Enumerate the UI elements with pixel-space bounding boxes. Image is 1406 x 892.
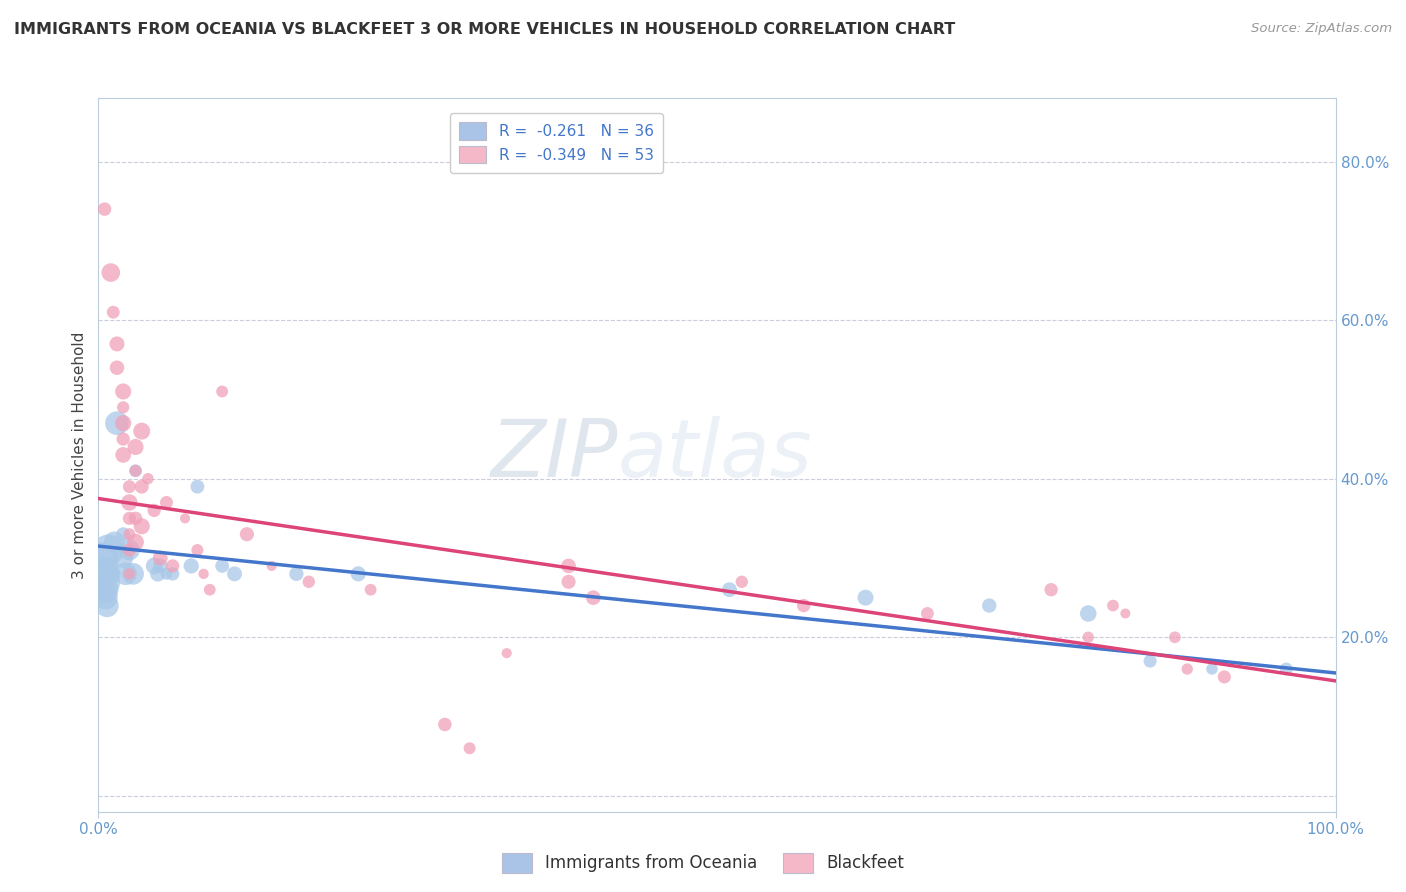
Y-axis label: 3 or more Vehicles in Household: 3 or more Vehicles in Household bbox=[72, 331, 87, 579]
Point bbox=[105, 360, 128, 375]
Text: IMMIGRANTS FROM OCEANIA VS BLACKFEET 3 OR MORE VEHICLES IN HOUSEHOLD CORRELATION: IMMIGRANTS FROM OCEANIA VS BLACKFEET 3 O… bbox=[14, 22, 955, 37]
Point bbox=[93, 574, 115, 589]
Point bbox=[118, 543, 141, 558]
Point bbox=[1164, 630, 1187, 644]
Point bbox=[1213, 670, 1236, 684]
Point bbox=[146, 566, 169, 581]
Point bbox=[1077, 630, 1099, 644]
Point bbox=[174, 511, 197, 525]
Point bbox=[122, 566, 145, 581]
Point bbox=[100, 266, 122, 280]
Point bbox=[93, 582, 115, 597]
Point bbox=[124, 464, 146, 478]
Point bbox=[112, 551, 135, 566]
Point bbox=[103, 566, 125, 581]
Point bbox=[1175, 662, 1198, 676]
Point bbox=[224, 566, 246, 581]
Point bbox=[149, 558, 172, 573]
Point bbox=[93, 202, 115, 216]
Legend: Immigrants from Oceania, Blackfeet: Immigrants from Oceania, Blackfeet bbox=[495, 847, 911, 880]
Point bbox=[162, 558, 184, 573]
Point bbox=[124, 511, 146, 525]
Point bbox=[1139, 654, 1161, 668]
Point bbox=[114, 566, 136, 581]
Point bbox=[211, 558, 233, 573]
Point bbox=[236, 527, 259, 541]
Point bbox=[1102, 599, 1125, 613]
Point bbox=[495, 646, 517, 660]
Point bbox=[118, 511, 141, 525]
Point bbox=[91, 551, 114, 566]
Point bbox=[260, 558, 283, 573]
Point bbox=[112, 401, 135, 415]
Point bbox=[193, 566, 215, 581]
Point bbox=[105, 416, 128, 430]
Text: Source: ZipAtlas.com: Source: ZipAtlas.com bbox=[1251, 22, 1392, 36]
Point bbox=[298, 574, 321, 589]
Point bbox=[94, 591, 117, 605]
Point bbox=[793, 599, 815, 613]
Point bbox=[143, 503, 166, 517]
Point bbox=[112, 527, 135, 541]
Point bbox=[124, 464, 146, 478]
Point bbox=[557, 574, 579, 589]
Point bbox=[103, 305, 125, 319]
Point bbox=[112, 416, 135, 430]
Point bbox=[155, 495, 177, 509]
Point bbox=[131, 480, 153, 494]
Point bbox=[118, 480, 141, 494]
Point bbox=[198, 582, 221, 597]
Point bbox=[1040, 582, 1063, 597]
Point bbox=[118, 566, 141, 581]
Text: atlas: atlas bbox=[619, 416, 813, 494]
Point bbox=[557, 558, 579, 573]
Point bbox=[118, 527, 141, 541]
Text: ZIP: ZIP bbox=[491, 416, 619, 494]
Point bbox=[93, 566, 115, 581]
Point bbox=[458, 741, 481, 756]
Point bbox=[112, 448, 135, 462]
Point bbox=[112, 384, 135, 399]
Point bbox=[1201, 662, 1223, 676]
Point bbox=[1114, 607, 1136, 621]
Point bbox=[112, 432, 135, 446]
Point bbox=[1275, 662, 1298, 676]
Point bbox=[149, 551, 172, 566]
Point bbox=[186, 543, 208, 558]
Point bbox=[96, 599, 118, 613]
Point bbox=[180, 558, 202, 573]
Point bbox=[855, 591, 877, 605]
Point bbox=[131, 424, 153, 438]
Point bbox=[347, 566, 370, 581]
Point bbox=[186, 480, 208, 494]
Point bbox=[105, 337, 128, 351]
Point bbox=[155, 566, 177, 581]
Point bbox=[285, 566, 308, 581]
Point bbox=[124, 440, 146, 454]
Point bbox=[118, 543, 141, 558]
Point bbox=[162, 566, 184, 581]
Point bbox=[93, 558, 115, 573]
Point bbox=[97, 543, 120, 558]
Point bbox=[582, 591, 605, 605]
Point bbox=[731, 574, 754, 589]
Point bbox=[1077, 607, 1099, 621]
Point bbox=[360, 582, 382, 597]
Point bbox=[118, 495, 141, 509]
Point bbox=[124, 535, 146, 549]
Legend: R =  -0.261   N = 36, R =  -0.349   N = 53: R = -0.261 N = 36, R = -0.349 N = 53 bbox=[450, 113, 662, 173]
Point bbox=[143, 558, 166, 573]
Point bbox=[979, 599, 1001, 613]
Point bbox=[433, 717, 456, 731]
Point bbox=[136, 472, 159, 486]
Point bbox=[100, 558, 122, 573]
Point bbox=[718, 582, 741, 597]
Point bbox=[917, 607, 939, 621]
Point bbox=[211, 384, 233, 399]
Point bbox=[131, 519, 153, 533]
Point bbox=[103, 535, 125, 549]
